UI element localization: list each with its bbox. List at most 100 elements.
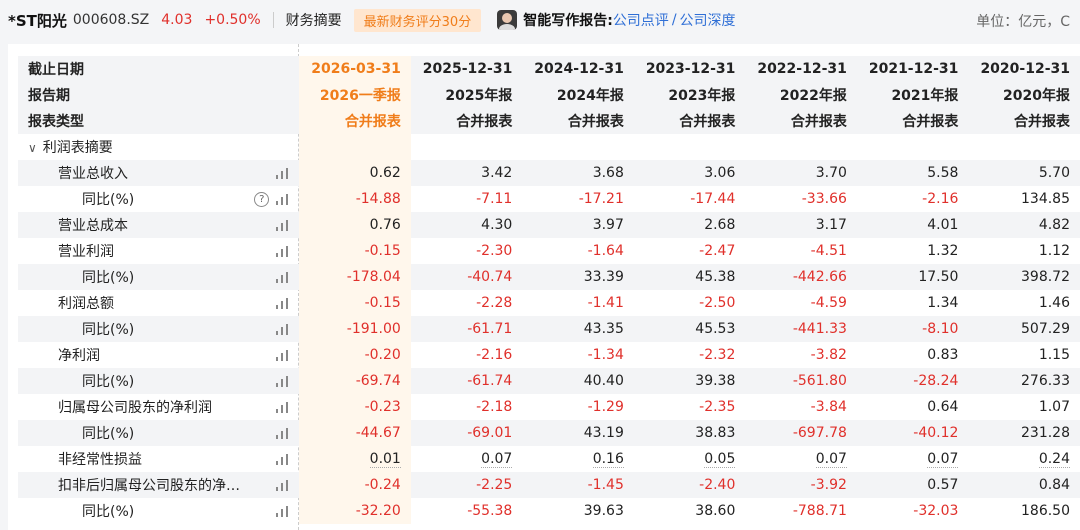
value-text: -2.16: [922, 191, 959, 207]
bar-chart-icon[interactable]: [275, 323, 289, 335]
value-cell: 39.63: [522, 498, 634, 524]
empty-cell: [634, 134, 746, 160]
table-row: 非经常性损益 0.01 0.07 0.16 0.05 0.07 0.07 0.24: [18, 446, 1080, 472]
section-row[interactable]: ∨ 利润表摘要: [18, 134, 1080, 160]
stock-price: 4.03: [161, 12, 193, 28]
value-text: -1.29: [587, 399, 624, 415]
value-text: -697.78: [792, 425, 847, 441]
value-text: 3.06: [704, 165, 736, 181]
bar-chart-icon[interactable]: [275, 505, 289, 517]
bar-chart-icon[interactable]: [275, 349, 289, 361]
tab-financial-summary[interactable]: 财务摘要: [285, 13, 342, 29]
bar-chart-icon[interactable]: [275, 427, 289, 439]
value-text: -44.67: [355, 425, 401, 441]
value-text: -28.24: [913, 373, 959, 389]
table-row: 利润总额 -0.15 -2.28 -1.41 -2.50 -4.59 1.34 1.46: [18, 290, 1080, 316]
value-cell: 3.68: [522, 160, 634, 186]
value-cell: -561.80: [745, 368, 857, 394]
link-company-review[interactable]: 公司点评: [612, 13, 669, 29]
value-cell: 5.70: [968, 160, 1080, 186]
value-text: -2.35: [699, 399, 736, 415]
value-cell: 0.76: [299, 212, 411, 238]
value-cell: -1.64: [522, 238, 634, 264]
row-actions: [254, 160, 300, 186]
value-text: -0.15: [364, 243, 401, 259]
header-cell: 2024年报: [522, 82, 634, 108]
value-text: -2.47: [699, 243, 736, 259]
chevron-down-icon[interactable]: ∨: [28, 141, 37, 155]
row-actions: ?: [254, 186, 299, 212]
row-label: 营业总收入: [18, 160, 255, 186]
value-text: 1.34: [927, 295, 959, 311]
value-text: 38.60: [695, 503, 736, 519]
link-company-depth[interactable]: 公司深度: [679, 13, 736, 29]
value-text: -8.10: [922, 321, 959, 337]
value-cell: -1.45: [522, 472, 634, 498]
row-actions: [254, 238, 299, 264]
header-cell: 合并报表: [856, 108, 969, 134]
value-text: -1.64: [587, 243, 624, 259]
value-text: -442.66: [792, 269, 847, 285]
value-cell: 0.16: [522, 446, 634, 472]
value-text: -17.44: [690, 191, 736, 207]
value-text: -4.51: [810, 243, 847, 259]
bar-chart-icon[interactable]: [275, 375, 289, 387]
value-text: -3.82: [810, 347, 847, 363]
score-badge[interactable]: 最新财务评分30分: [353, 8, 482, 32]
value-text: 3.17: [815, 217, 847, 233]
value-cell: -32.03: [857, 498, 969, 524]
value-cell: 43.35: [522, 316, 634, 342]
value-cell: -2.50: [634, 290, 746, 316]
bar-chart-icon[interactable]: [275, 193, 289, 205]
value-cell: 40.40: [522, 368, 634, 394]
value-cell: -17.21: [522, 186, 634, 212]
value-cell: 0.07: [745, 446, 857, 472]
value-text: 1.15: [1038, 347, 1070, 363]
table-row: 营业总收入 0.62 3.42 3.68 3.06 3.70 5.58 5.70: [18, 160, 1080, 186]
value-text: 4.30: [481, 217, 513, 233]
value-text: 0.01: [369, 451, 401, 468]
stock-name: *ST阳光: [8, 11, 67, 30]
value-text: 1.32: [927, 243, 959, 259]
value-cell: -0.15: [299, 238, 411, 264]
value-cell: 38.60: [634, 498, 746, 524]
row-actions: [254, 420, 300, 446]
value-cell: 186.50: [968, 498, 1080, 524]
bar-chart-icon[interactable]: [275, 479, 289, 491]
value-cell: -40.74: [410, 264, 523, 290]
value-text: 0.64: [927, 399, 959, 415]
value-cell: -1.34: [522, 342, 634, 368]
bar-chart-icon[interactable]: [275, 401, 289, 413]
header-row: 报表类型 合并报表 合并报表 合并报表 合并报表 合并报表 合并报表 合并报表: [18, 108, 1080, 134]
value-text: 3.97: [592, 217, 624, 233]
value-text: 186.50: [1021, 503, 1070, 519]
value-cell: 231.28: [968, 420, 1080, 446]
value-cell: -3.82: [745, 342, 857, 368]
bar-chart-icon[interactable]: [275, 219, 289, 231]
value-text: -2.30: [476, 243, 513, 259]
empty-cell: [968, 134, 1080, 160]
empty-cell: [522, 134, 634, 160]
value-cell: 3.17: [745, 212, 857, 238]
value-cell: -55.38: [411, 498, 523, 524]
value-text: 39.38: [695, 373, 736, 389]
bar-chart-icon[interactable]: [275, 297, 289, 309]
bar-chart-icon[interactable]: [275, 167, 289, 179]
value-text: 4.01: [927, 217, 959, 233]
value-cell: -2.16: [857, 186, 969, 212]
help-icon[interactable]: ?: [254, 191, 270, 207]
header-label: 截止日期: [18, 56, 300, 82]
value-text: -7.11: [476, 191, 513, 207]
bar-chart-icon[interactable]: [275, 453, 289, 465]
value-text: -61.71: [467, 321, 513, 337]
value-cell: 3.97: [522, 212, 634, 238]
table-row: 同比(%)? -14.88 -7.11 -17.21 -17.44 -33.66 -2.16…: [18, 186, 1080, 212]
empty-cell: [299, 134, 411, 160]
bar-chart-icon[interactable]: [275, 245, 289, 257]
value-cell: -0.15: [299, 290, 411, 316]
value-cell: 39.38: [633, 368, 746, 394]
value-cell: -32.20: [299, 498, 411, 524]
value-text: 0.07: [481, 451, 513, 468]
bar-chart-icon[interactable]: [275, 271, 289, 283]
value-cell: -1.41: [522, 290, 634, 316]
